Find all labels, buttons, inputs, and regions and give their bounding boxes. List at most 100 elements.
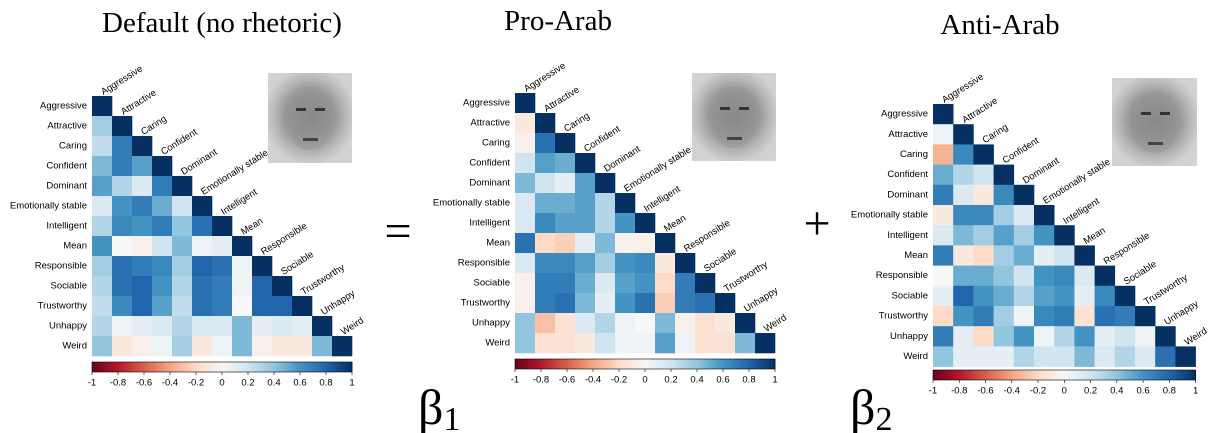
row-label: Weird bbox=[485, 338, 510, 349]
heatmap-cell bbox=[555, 313, 575, 333]
colorbar-segment bbox=[749, 359, 753, 369]
heatmap-cell bbox=[675, 253, 695, 273]
colorbar-segment bbox=[1137, 370, 1141, 380]
colorbar-tick-label: 0.6 bbox=[293, 378, 306, 389]
colorbar-segment bbox=[966, 370, 970, 380]
colorbar-segment bbox=[665, 359, 669, 369]
heatmap-cell bbox=[172, 176, 192, 196]
colorbar-tick-label: -0.6 bbox=[559, 375, 575, 386]
colorbar-tick-label: 0 bbox=[219, 378, 224, 389]
colorbar-segment bbox=[1107, 370, 1111, 380]
heatmap-cell bbox=[172, 336, 192, 356]
heatmap-cell bbox=[212, 296, 232, 316]
colorbar-segment bbox=[652, 359, 656, 369]
row-label: Emotionally stable bbox=[433, 198, 510, 209]
row-label: Weird bbox=[62, 341, 87, 352]
heatmap-cell bbox=[92, 136, 112, 156]
colorbar-segment bbox=[225, 362, 229, 372]
heatmap-cell bbox=[555, 233, 575, 253]
heatmap-cell bbox=[252, 256, 272, 276]
heatmap-cell bbox=[1014, 225, 1035, 246]
heatmap-cell bbox=[575, 233, 595, 253]
heatmap-cell bbox=[555, 213, 575, 233]
colorbar-segment bbox=[587, 359, 591, 369]
heatmap-cell bbox=[92, 176, 112, 196]
colorbar-segment bbox=[1143, 370, 1147, 380]
colorbar-segment bbox=[316, 362, 320, 372]
heatmap-cell bbox=[994, 185, 1015, 206]
heatmap-cell bbox=[192, 316, 212, 336]
heatmap-cell bbox=[212, 236, 232, 256]
heatmap-cell bbox=[535, 333, 555, 353]
heatmap-cell bbox=[152, 316, 172, 336]
heatmap-cell bbox=[515, 233, 535, 253]
heatmap-cell bbox=[615, 213, 635, 233]
heatmap-cell bbox=[695, 333, 715, 353]
heatmap-cell bbox=[675, 333, 695, 353]
colorbar-tick-label: 0.8 bbox=[319, 378, 332, 389]
heatmap-cell bbox=[535, 193, 555, 213]
heatmap-cell bbox=[635, 333, 655, 353]
colorbar-segment bbox=[342, 362, 346, 372]
heatmap-cell bbox=[555, 173, 575, 193]
heatmap-cell bbox=[953, 286, 974, 307]
heatmap-cell bbox=[515, 133, 535, 153]
colorbar-segment bbox=[164, 362, 168, 372]
colorbar-segment bbox=[134, 362, 138, 372]
colorbar-segment bbox=[248, 362, 252, 372]
colorbar-segment bbox=[1058, 370, 1062, 380]
column-label: Attractive bbox=[119, 87, 158, 117]
colorbar-segment bbox=[946, 370, 950, 380]
colorbar-segment bbox=[989, 370, 993, 380]
colorbar-segment bbox=[297, 362, 301, 372]
colorbar-tick-label: -1 bbox=[511, 375, 519, 386]
heatmap-cell bbox=[292, 296, 312, 316]
colorbar-segment bbox=[180, 362, 184, 372]
heatmap-cell bbox=[1014, 286, 1035, 307]
heatmap-cell bbox=[132, 156, 152, 176]
heatmap-cell bbox=[1095, 306, 1116, 327]
heatmap-cell bbox=[535, 253, 555, 273]
heatmap-cell bbox=[292, 336, 312, 356]
heatmap-cell bbox=[132, 176, 152, 196]
row-label: Responsible bbox=[876, 270, 928, 281]
colorbar-segment bbox=[326, 362, 330, 372]
heatmap-cell bbox=[112, 196, 132, 216]
colorbar-segment bbox=[125, 362, 129, 372]
column-label: Aggressive bbox=[99, 63, 145, 97]
colorbar-segment bbox=[567, 359, 571, 369]
coefficient: β2 bbox=[850, 379, 892, 433]
colorbar-segment bbox=[752, 359, 756, 369]
row-label: Caring bbox=[482, 138, 510, 149]
colorbar-segment bbox=[1002, 370, 1006, 380]
heatmap-cell bbox=[1115, 286, 1136, 307]
colorbar-segment bbox=[674, 359, 678, 369]
colorbar-tick-label: 0.2 bbox=[664, 375, 677, 386]
colorbar-segment bbox=[173, 362, 177, 372]
heatmap-cell bbox=[575, 153, 595, 173]
colorbar-segment bbox=[596, 359, 600, 369]
colorbar-segment bbox=[691, 359, 695, 369]
heatmap-cell bbox=[1074, 266, 1095, 287]
heatmap-cell bbox=[953, 185, 974, 206]
heatmap-cell bbox=[112, 176, 132, 196]
heatmap-cell bbox=[515, 173, 535, 193]
colorbar-segment bbox=[759, 359, 763, 369]
heatmap-cell bbox=[635, 233, 655, 253]
heatmap-cell bbox=[735, 333, 755, 353]
colorbar-segment bbox=[1159, 370, 1163, 380]
colorbar-segment bbox=[1025, 370, 1029, 380]
colorbar-tick-label: 0 bbox=[1062, 386, 1067, 397]
colorbar-segment bbox=[613, 359, 617, 369]
heatmap-cell bbox=[1155, 326, 1176, 347]
heatmap-cell bbox=[635, 313, 655, 333]
colorbar-tick-label: 0.6 bbox=[716, 375, 729, 386]
heatmap-cell bbox=[192, 296, 212, 316]
heatmap-cell bbox=[92, 296, 112, 316]
colorbar-segment bbox=[554, 359, 558, 369]
column-label: Caring bbox=[139, 114, 169, 138]
colorbar-segment bbox=[303, 362, 307, 372]
heatmap-cell bbox=[1014, 185, 1035, 206]
heatmap-cell bbox=[953, 225, 974, 246]
heatmap-cell bbox=[675, 273, 695, 293]
